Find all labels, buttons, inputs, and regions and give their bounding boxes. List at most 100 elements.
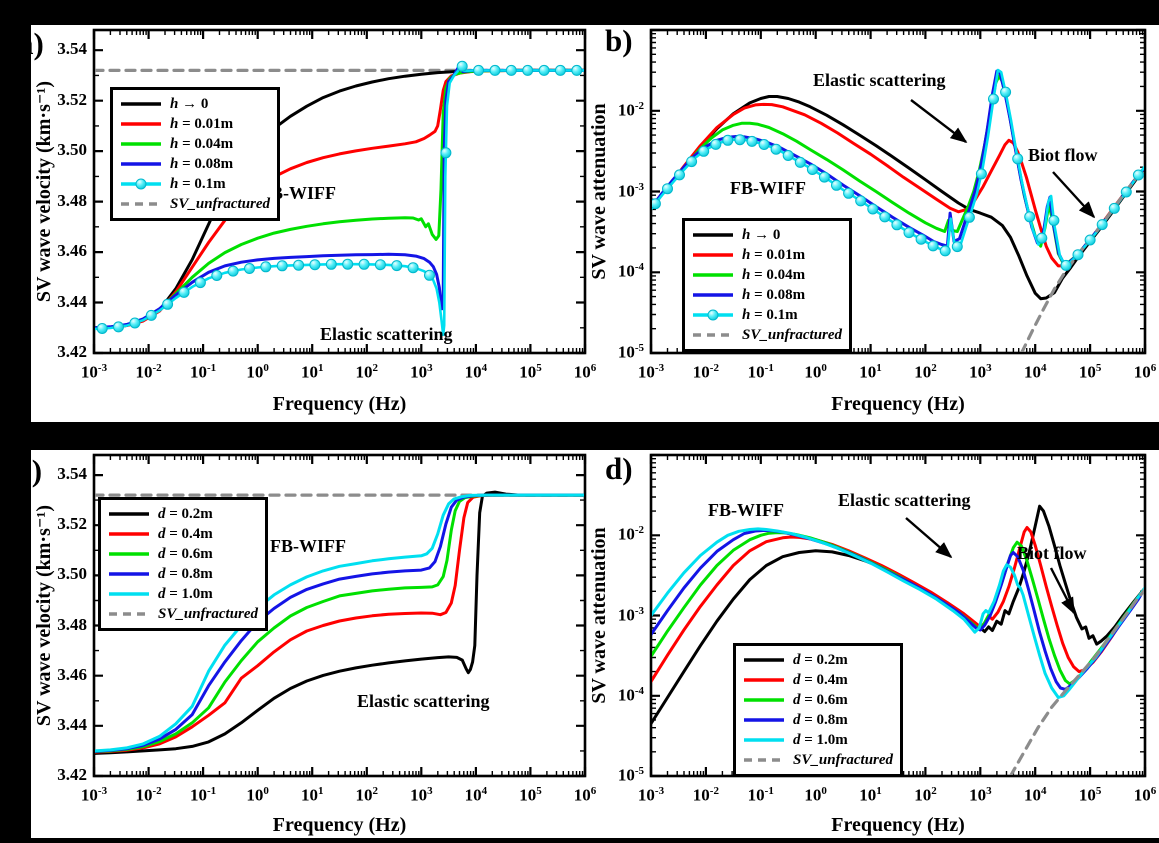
legend-label: d = 0.8m	[793, 712, 848, 729]
legend-label-value: = 0.2m	[800, 651, 848, 668]
legend-item-d-0.2m: d = 0.2m	[107, 504, 258, 524]
y-tick-label: 10-5	[617, 765, 644, 785]
legend-item-d-0.4m: d = 0.4m	[742, 670, 893, 690]
line-swatch-icon	[121, 162, 161, 166]
legend-label: d = 0.2m	[793, 652, 848, 669]
legend-d: d = 0.2m d = 0.4m d = 0.6m d = 0.8m d = 1.0m…	[733, 643, 904, 777]
x-tick-label: 104	[464, 362, 488, 382]
x-tick-label: 103	[969, 785, 992, 805]
x-tick-label: 100	[246, 362, 269, 382]
y-tick-label: 10-2	[617, 99, 644, 120]
legend-label-variable: d	[158, 565, 166, 582]
dashed-line-swatch-icon	[109, 612, 149, 616]
annotation-fb-wiff: FB-WIFF	[730, 178, 806, 198]
legend-label-variable: d	[158, 505, 166, 522]
line-swatch-icon	[744, 678, 784, 682]
legend-label-variable: h	[170, 135, 179, 152]
panel-a: a) 10-3 10-2 10-1 100 101 102 103 104 105 106 3.42 3…	[31, 25, 1159, 422]
x-tick-label: 100	[246, 785, 269, 805]
dashed-line-swatch-icon	[744, 758, 784, 762]
x-tick-label: 101	[859, 785, 882, 805]
legend-label-value: = 1.0m	[165, 585, 213, 602]
x-tick-label: 105	[519, 362, 542, 382]
x-tick-label: 102	[914, 362, 937, 382]
annotation-arrow	[905, 517, 953, 559]
plot-canvas-a	[92, 28, 587, 355]
legend-item-h-0: h → 0	[119, 94, 270, 114]
series-line-d-0.6m	[95, 493, 584, 754]
annotation-biot-flow: Biot flow	[1017, 543, 1087, 563]
legend-label-value: = 0.08m	[178, 155, 234, 172]
series-group	[95, 490, 584, 755]
legend-label-value: = 0.4m	[165, 525, 213, 542]
legend-item-h-0.04m: h = 0.04m	[691, 265, 842, 285]
line-swatch-icon	[693, 253, 733, 257]
legend-label: SV_unfractured	[158, 606, 258, 623]
legend-label: h → 0	[170, 96, 208, 113]
y-tick-label: 3.44	[57, 714, 87, 734]
line-swatch-icon	[693, 233, 733, 237]
x-tick-label: 10-3	[637, 362, 665, 382]
x-axis-label: Frequency (Hz)	[272, 814, 407, 836]
legend-label: d = 0.6m	[793, 692, 848, 709]
legend-label-variable: h	[742, 286, 751, 303]
plot-frame	[92, 453, 587, 778]
legend-label: d = 0.2m	[158, 506, 213, 523]
series-line-d-0.8m	[95, 493, 584, 753]
series-line-sv-unfractured	[1009, 588, 1144, 775]
legend-item-sv-unfractured: SV_unfractured	[119, 194, 270, 214]
legend-item-d-1.0m: d = 1.0m	[107, 584, 258, 604]
annotation-arrow	[1052, 171, 1096, 219]
y-tick-label: 10-4	[617, 261, 644, 281]
legend-item-h-0.08m: h = 0.08m	[119, 154, 270, 174]
y-axis-label: SV wave attenuation	[588, 527, 610, 704]
legend-label-value: = 0.04m	[178, 135, 234, 152]
legend-label-variable: h	[742, 246, 751, 263]
dashed-line-swatch-icon	[693, 333, 733, 337]
x-tick-label: 10-3	[80, 785, 108, 805]
series-group	[652, 504, 1144, 775]
legend-label: d = 0.6m	[158, 546, 213, 563]
legend-item-sv-unfractured: SV_unfractured	[742, 750, 893, 770]
x-tick-label: 10-1	[747, 362, 774, 382]
x-tick-label: 10-3	[637, 785, 665, 805]
legend-item-h-0.04m: h = 0.04m	[119, 134, 270, 154]
legend-label: d = 1.0m	[158, 586, 213, 603]
legend-label: d = 0.4m	[158, 526, 213, 543]
legend-label: h = 0.1m	[170, 176, 226, 193]
line-swatch-icon	[121, 122, 161, 126]
x-tick-label: 10-2	[692, 362, 719, 382]
legend-label-variable: d	[158, 525, 166, 542]
legend-label-variable: d	[793, 731, 801, 748]
x-tick-label: 100	[804, 785, 827, 805]
x-tick-label: 10-2	[135, 785, 162, 805]
x-tick-label: 102	[914, 785, 937, 805]
line-swatch-icon	[109, 512, 149, 516]
y-tick-label: 10-3	[617, 604, 644, 625]
legend-label: d = 0.4m	[793, 672, 848, 689]
x-tick-label: 104	[464, 785, 488, 805]
series-line-d-0.2m	[95, 490, 584, 755]
legend-item-h-0: h → 0	[691, 225, 842, 245]
legend-label-value: = 0.1m	[750, 306, 798, 323]
line-swatch-icon	[109, 592, 149, 596]
y-tick-label: 10-5	[617, 342, 644, 362]
legend-item-d-0.2m: d = 0.2m	[742, 650, 893, 670]
y-tick-label: 3.52	[57, 89, 87, 109]
y-tick-label: 3.42	[57, 342, 87, 361]
legend-item-d-0.4m: d = 0.4m	[107, 524, 258, 544]
annotation-fb-wiff: FB-WIFF	[708, 500, 784, 520]
legend-label-variable: d	[793, 711, 801, 728]
legend-label-value: = 0.08m	[750, 286, 806, 303]
legend-item-h-0.01m: h = 0.01m	[119, 114, 270, 134]
legend-label-value: = 0.4m	[800, 671, 848, 688]
line-swatch-icon	[744, 738, 784, 742]
legend-label-variable: d	[793, 651, 801, 668]
x-tick-label: 10-1	[747, 785, 774, 805]
y-tick-label: 10-3	[617, 180, 644, 201]
plot-frame	[92, 28, 587, 355]
legend-label-variable: h	[170, 115, 179, 132]
legend-item-d-1.0m: d = 1.0m	[742, 730, 893, 750]
legend-label-value: = 1.0m	[800, 731, 848, 748]
